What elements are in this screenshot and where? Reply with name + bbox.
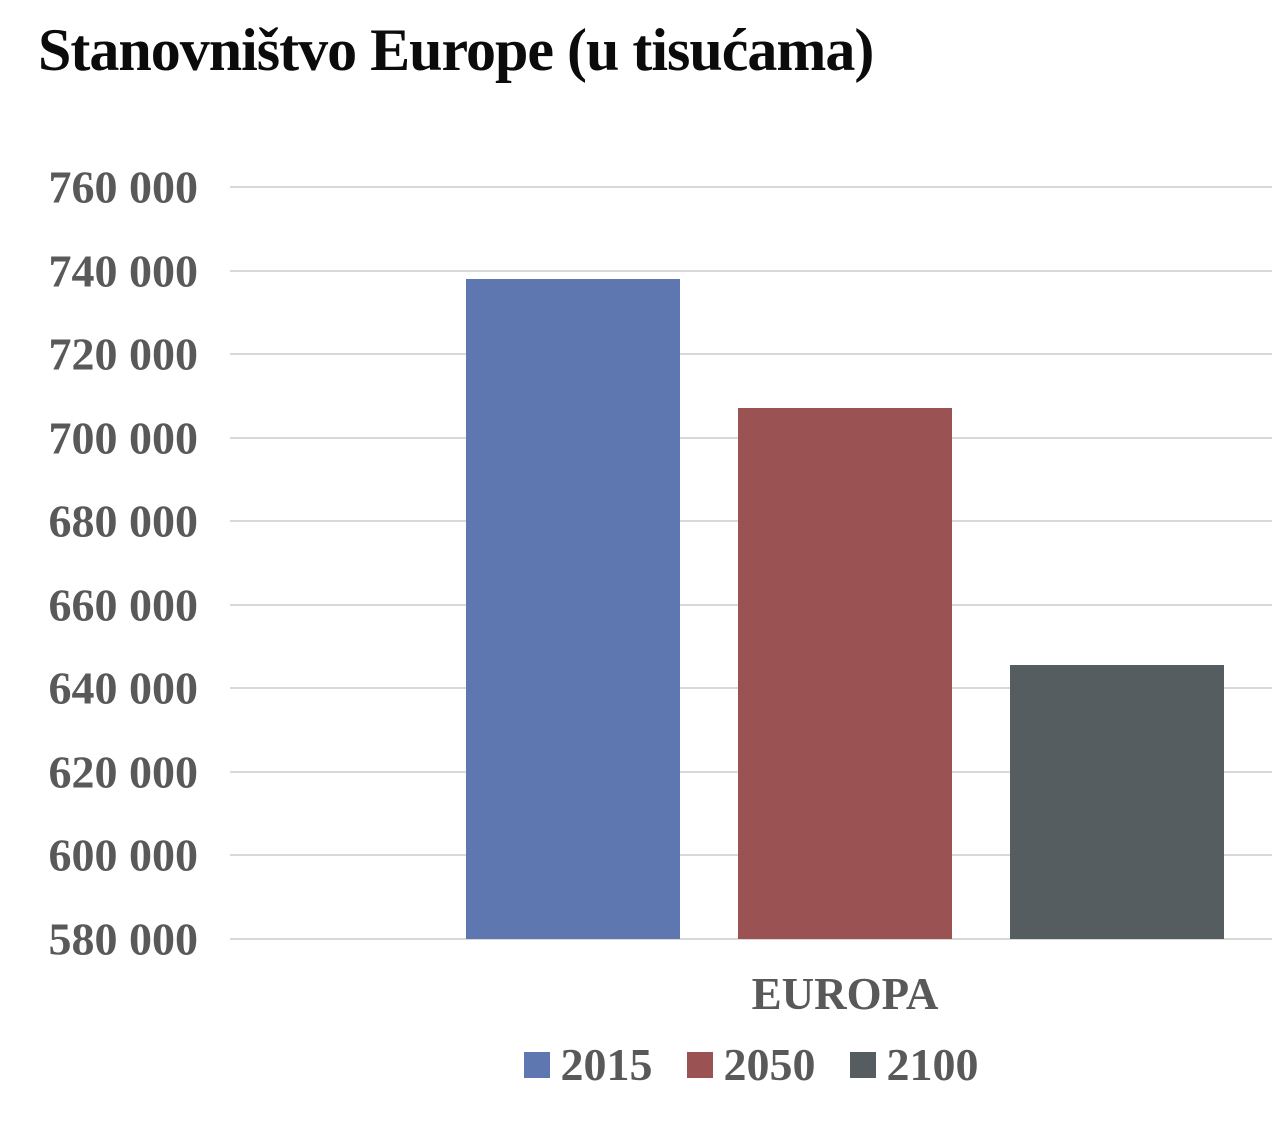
y-tick-label-640000: 640 000: [48, 662, 199, 714]
legend-label-2050: 2050: [723, 1039, 816, 1090]
legend-item-2050: 2050: [686, 1039, 816, 1090]
bar-2050: [738, 408, 952, 939]
legend-item-2015: 2015: [523, 1039, 653, 1090]
y-tick-label-580000: 580 000: [48, 913, 199, 965]
bar-2015: [466, 278, 680, 939]
x-axis-category-label: EUROPA: [751, 969, 939, 1019]
bar-2100: [1010, 665, 1224, 939]
legend-swatch-2050: [686, 1052, 713, 1078]
y-tick-label-700000: 700 000: [48, 412, 199, 464]
gridline-720000: [230, 353, 1272, 356]
legend: 2015 2050 2100: [230, 1042, 1272, 1088]
y-tick-label-600000: 600 000: [48, 829, 199, 881]
y-tick-label-620000: 620 000: [48, 746, 199, 798]
legend-swatch-2100: [849, 1052, 876, 1078]
y-tick-label-760000: 760 000: [48, 161, 199, 213]
legend-label-2100: 2100: [886, 1039, 979, 1090]
legend-label-2015: 2015: [560, 1039, 653, 1090]
y-tick-label-740000: 740 000: [48, 245, 199, 297]
y-tick-label-680000: 680 000: [48, 495, 199, 547]
y-tick-label-660000: 660 000: [48, 579, 199, 631]
gridline-760000: [230, 186, 1272, 188]
gridline-580000: [230, 938, 1272, 940]
gridline-740000: [230, 269, 1272, 272]
legend-swatch-2015: [523, 1052, 550, 1078]
chart-title: Stanovništvo Europe (u tisućama): [38, 17, 874, 83]
legend-item-2100: 2100: [849, 1039, 979, 1090]
y-tick-label-720000: 720 000: [48, 328, 199, 380]
